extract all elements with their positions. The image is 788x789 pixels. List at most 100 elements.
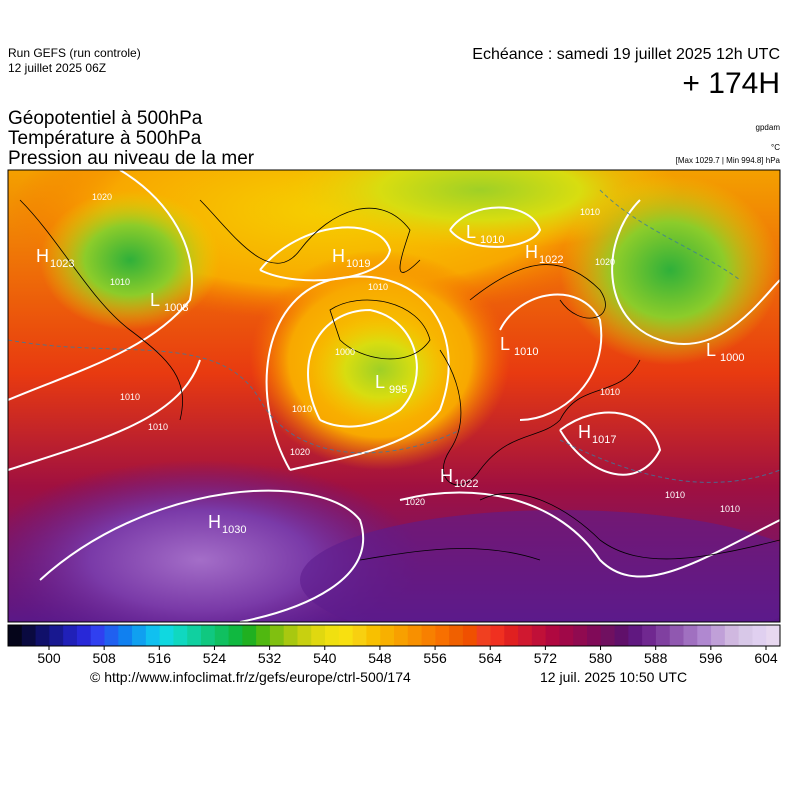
colorbar-cell xyxy=(145,625,161,646)
colorbar-cell xyxy=(407,625,423,646)
colorbar-cell xyxy=(76,625,92,646)
generated-time: 12 juil. 2025 10:50 UTC xyxy=(540,669,688,685)
colorbar-tick-label: 516 xyxy=(148,650,172,666)
colorbar-cell xyxy=(228,625,243,646)
isobar-label: 1010 xyxy=(110,277,130,287)
colorbar-cell xyxy=(90,625,105,646)
colorbar-cell xyxy=(338,625,354,646)
pressure-center-value: 1010 xyxy=(480,234,504,246)
colorbar-cell xyxy=(311,625,326,646)
colorbar-cell xyxy=(118,625,133,646)
isobar-label: 1010 xyxy=(600,387,620,397)
colorbar-cell xyxy=(683,625,698,646)
colorbar-cell xyxy=(380,625,395,646)
isobar-label: 1010 xyxy=(580,207,600,217)
colorbar-cell xyxy=(201,625,216,646)
colorbar-cell xyxy=(49,625,64,646)
colorbar-cell xyxy=(600,625,616,646)
pressure-center-kind: H xyxy=(208,512,221,532)
colorbar-cell xyxy=(518,625,533,646)
pressure-center-kind: H xyxy=(525,242,538,262)
colorbar-tick-label: 548 xyxy=(368,650,392,666)
colorbar-cell xyxy=(462,625,478,646)
colorbar-cell xyxy=(490,625,505,646)
pressure-center-kind: H xyxy=(578,422,591,442)
colorbar-tick-label: 540 xyxy=(313,650,337,666)
isobar-label: 1020 xyxy=(290,447,310,457)
unit: gpdam xyxy=(755,123,780,132)
colorbar-cell xyxy=(711,625,726,646)
pressure-center-value: 1030 xyxy=(222,524,246,536)
colorbar-tick-label: 564 xyxy=(479,650,503,666)
colorbar-cell xyxy=(8,625,23,646)
pressure-center-kind: L xyxy=(466,222,476,242)
colorbar-cell xyxy=(669,625,684,646)
echeance: Echéance : samedi 19 juillet 2025 12h UT… xyxy=(472,46,780,63)
colorbar-cell xyxy=(476,625,491,646)
isobar-label: 1010 xyxy=(720,504,740,514)
colorbar-cell xyxy=(573,625,588,646)
title: Pression au niveau de la mer xyxy=(8,148,255,169)
pressure-center-kind: H xyxy=(332,246,345,266)
colorbar-cell xyxy=(697,625,712,646)
colorbar-tick-label: 556 xyxy=(423,650,447,666)
pressure-center-value: 1010 xyxy=(514,346,538,358)
pressure-center-value: 1000 xyxy=(720,352,744,364)
colorbar-cell xyxy=(435,625,450,646)
offset: + 174H xyxy=(682,67,780,100)
isobar-label: 1020 xyxy=(595,257,615,267)
colorbar-cell xyxy=(132,625,147,646)
colorbar-cell xyxy=(269,625,285,646)
unit: [Max 1029.7 | Min 994.8] hPa xyxy=(675,156,780,165)
isobar-label: 1020 xyxy=(405,497,425,507)
colorbar-cell xyxy=(752,625,767,646)
colorbar-cell xyxy=(187,625,202,646)
colorbar-cell xyxy=(449,625,464,646)
pressure-center-value: 1019 xyxy=(346,258,370,270)
isobar-label: 1010 xyxy=(665,490,685,500)
colorbar-cell xyxy=(655,625,671,646)
colorbar-tick-label: 500 xyxy=(37,650,61,666)
title: Température à 500hPa xyxy=(8,128,202,149)
pressure-center-kind: L xyxy=(150,290,160,310)
pressure-center-kind: H xyxy=(36,246,49,266)
colorbar-cell xyxy=(283,625,298,646)
colorbar-cell xyxy=(614,625,629,646)
pressure-center-kind: L xyxy=(500,334,510,354)
colorbar-cell xyxy=(628,625,643,646)
colorbar-cell xyxy=(642,625,657,646)
colorbar-tick-label: 532 xyxy=(258,650,282,666)
isobar-label: 1010 xyxy=(120,392,140,402)
colorbar-cell xyxy=(325,625,340,646)
colorbar-cell xyxy=(366,625,381,646)
colorbar-cell xyxy=(559,625,574,646)
colorbar-cell xyxy=(531,625,547,646)
pressure-center-value: 1022 xyxy=(454,478,478,490)
colorbar-tick-label: 604 xyxy=(754,650,778,666)
pressure-center-value: 1022 xyxy=(539,254,563,266)
pressure-center-kind: L xyxy=(706,340,716,360)
pressure-center-value: 995 xyxy=(389,384,407,396)
isobar-label: 1020 xyxy=(92,192,112,202)
colorbar-cell xyxy=(214,625,230,646)
pressure-center-value: 1023 xyxy=(50,258,74,270)
colorbar-tick-label: 596 xyxy=(699,650,723,666)
colorbar-cell xyxy=(352,625,367,646)
colorbar-cell xyxy=(21,625,37,646)
colorbar-cell xyxy=(173,625,188,646)
colorbar-cell xyxy=(545,625,560,646)
colorbar-cell xyxy=(421,625,436,646)
colorbar-cell xyxy=(724,625,740,646)
isobar-label: 1000 xyxy=(335,347,355,357)
colorbar-cell xyxy=(587,625,602,646)
title: Géopotentiel à 500hPa xyxy=(8,108,203,129)
colorbar-cell xyxy=(766,625,781,646)
pressure-center-kind: L xyxy=(375,372,385,392)
colorbar-cell xyxy=(394,625,409,646)
run-label: Run GEFS (run controle) xyxy=(8,46,141,60)
colorbar-cell xyxy=(242,625,257,646)
pressure-center-kind: H xyxy=(440,466,453,486)
pressure-center-value: 1017 xyxy=(592,434,616,446)
colorbar-tick-label: 524 xyxy=(203,650,227,666)
